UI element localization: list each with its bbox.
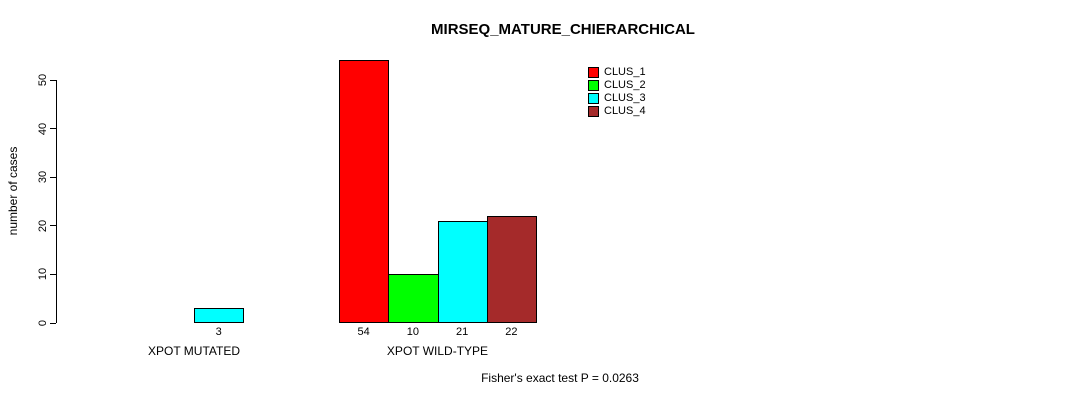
legend-label: CLUS_2 xyxy=(604,79,646,91)
legend-label: CLUS_3 xyxy=(604,92,646,104)
stats-note: Fisher's exact test P = 0.0263 xyxy=(481,371,639,385)
y-axis-tick-label: 20 xyxy=(37,219,49,232)
bar-value-label: 10 xyxy=(406,326,419,338)
bar-clus_4-2 xyxy=(486,215,537,324)
legend: CLUS_1 CLUS_2 CLUS_3 CLUS_4 xyxy=(588,66,646,117)
legend-swatch-clus_3 xyxy=(588,92,599,104)
legend-swatch-clus_1 xyxy=(588,66,599,78)
legend-label: CLUS_4 xyxy=(604,105,646,117)
x-axis-category-label: XPOT WILD-TYPE xyxy=(386,344,489,358)
y-axis-tick xyxy=(50,225,56,227)
y-axis-tick-label: 40 xyxy=(37,122,49,135)
bar-value-label: 22 xyxy=(505,326,518,338)
y-axis-tick xyxy=(50,79,56,81)
y-axis-tick xyxy=(50,273,56,275)
legend-swatch-clus_4 xyxy=(588,105,599,117)
legend-item: CLUS_3 xyxy=(588,92,646,104)
y-axis-tick-label: 10 xyxy=(37,268,49,281)
bar-value-label: 3 xyxy=(215,326,222,338)
bar-clus_3-1 xyxy=(194,307,245,324)
x-axis-category-label: XPOT MUTATED xyxy=(147,344,241,358)
bar-clus_1-2 xyxy=(339,60,390,324)
bar-clus_3-2 xyxy=(437,220,488,324)
bar-clus_2-2 xyxy=(388,273,439,324)
legend-swatch-clus_2 xyxy=(588,79,599,91)
y-axis-line xyxy=(56,79,57,324)
y-axis-tick-label: 50 xyxy=(37,74,49,87)
legend-label: CLUS_1 xyxy=(604,66,646,78)
legend-item: CLUS_1 xyxy=(588,66,646,78)
y-axis-tick xyxy=(50,128,56,130)
bar-value-label: 54 xyxy=(357,326,370,338)
bar-value-label: 21 xyxy=(456,326,469,338)
legend-item: CLUS_4 xyxy=(588,105,646,117)
y-axis-tick xyxy=(50,322,56,324)
y-axis-tick-label: 30 xyxy=(37,171,49,184)
y-axis-tick-label: 0 xyxy=(37,319,49,327)
chart-title: MIRSEQ_MATURE_CHIERARCHICAL xyxy=(431,21,695,38)
legend-item: CLUS_2 xyxy=(588,79,646,91)
y-axis-tick xyxy=(50,176,56,178)
